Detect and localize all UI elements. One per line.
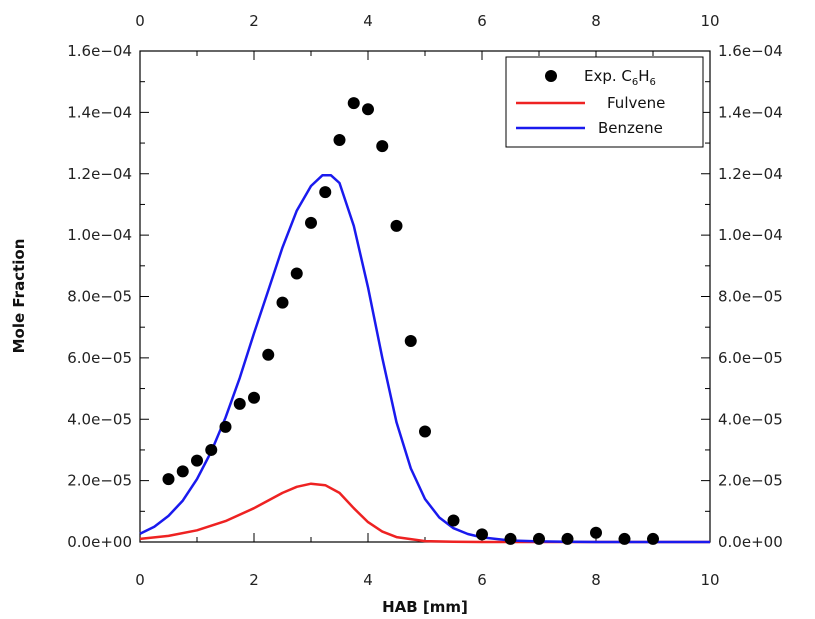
series-line-fulvene xyxy=(139,482,710,544)
legend-label-exp-sub-2: 6 xyxy=(650,77,656,88)
y-tick-label-left: 4.0e−05 xyxy=(67,410,132,428)
legend-label-exp-part-2: H xyxy=(638,67,649,85)
y-tick-label-left: 1.4e−04 xyxy=(67,103,132,121)
data-point-exp-c6h6 xyxy=(376,140,389,153)
data-point-exp-c6h6 xyxy=(290,267,303,280)
data-point-exp-c6h6 xyxy=(319,186,332,199)
data-point-exp-c6h6 xyxy=(504,532,517,545)
legend: Exp. C6H6 Fulvene Benzene xyxy=(505,56,704,148)
data-point-exp-c6h6 xyxy=(191,454,203,467)
axis-tick-labels: 0 0 2 2 4 4 6 6 8 8 10 10 0.0e+00 0.0e+00 2.0e−05 2.0e−… xyxy=(67,12,783,589)
data-point-exp-c6h6 xyxy=(176,465,189,478)
y-tick-label-right: 1.2e−04 xyxy=(718,165,783,183)
x-tick-label-top: 2 xyxy=(249,12,259,30)
y-tick-label-left: 1.2e−04 xyxy=(67,165,132,183)
data-point-exp-c6h6 xyxy=(447,514,460,527)
data-point-exp-c6h6 xyxy=(233,397,246,410)
data-point-exp-c6h6 xyxy=(162,473,175,486)
x-tick-label-bottom: 6 xyxy=(477,571,487,589)
x-axis-title: HAB [mm] xyxy=(382,598,468,616)
data-point-exp-c6h6 xyxy=(390,219,403,232)
data-point-exp-c6h6 xyxy=(262,348,275,361)
y-tick-label-left: 2.0e−05 xyxy=(67,472,132,490)
legend-label-exp-part-1: Exp. C xyxy=(584,67,632,85)
y-tick-label-right: 1.6e−04 xyxy=(718,42,783,60)
data-point-exp-c6h6 xyxy=(276,296,289,309)
y-axis-title: Mole Fraction xyxy=(10,239,28,354)
y-tick-label-right: 8.0e−05 xyxy=(718,288,783,306)
data-point-exp-c6h6 xyxy=(219,420,232,433)
x-tick-label-bottom: 10 xyxy=(700,571,719,589)
legend-label-exp: Exp. C6H6 xyxy=(584,67,656,88)
x-tick-label-bottom: 4 xyxy=(363,571,373,589)
x-tick-label-bottom: 2 xyxy=(249,571,259,589)
data-point-exp-c6h6 xyxy=(248,391,260,404)
x-tick-label-bottom: 0 xyxy=(135,571,145,589)
data-point-exp-c6h6 xyxy=(618,532,631,545)
y-tick-label-right: 1.0e−04 xyxy=(718,226,783,244)
x-tick-label-top: 10 xyxy=(700,12,719,30)
y-tick-label-right: 6.0e−05 xyxy=(718,349,783,367)
series-line-benzene xyxy=(139,174,710,544)
data-point-exp-c6h6 xyxy=(476,528,488,541)
x-tick-label-bottom: 8 xyxy=(591,571,601,589)
data-point-exp-c6h6 xyxy=(205,443,218,456)
legend-label-benzene: Benzene xyxy=(598,119,663,137)
data-point-exp-c6h6 xyxy=(561,532,574,545)
y-tick-label-left: 0.0e+00 xyxy=(67,533,132,551)
data-point-exp-c6h6 xyxy=(590,526,602,539)
x-tick-label-top: 0 xyxy=(135,12,145,30)
y-tick-label-left: 1.0e−04 xyxy=(67,226,132,244)
data-point-exp-c6h6 xyxy=(533,532,545,545)
data-point-exp-c6h6 xyxy=(419,425,431,438)
x-tick-label-top: 8 xyxy=(591,12,601,30)
data-point-exp-c6h6 xyxy=(347,97,360,110)
plot-area xyxy=(139,97,710,545)
legend-marker-exp xyxy=(545,70,557,82)
y-tick-label-right: 0.0e+00 xyxy=(718,533,783,551)
data-point-exp-c6h6 xyxy=(362,103,374,116)
data-point-exp-c6h6 xyxy=(333,133,346,146)
x-tick-label-top: 6 xyxy=(477,12,487,30)
legend-label-exp-sub-1: 6 xyxy=(632,77,638,88)
y-tick-label-left: 6.0e−05 xyxy=(67,349,132,367)
y-tick-label-left: 8.0e−05 xyxy=(67,288,132,306)
y-tick-label-right: 1.4e−04 xyxy=(718,103,783,121)
y-tick-label-left: 1.6e−04 xyxy=(67,42,132,60)
data-point-exp-c6h6 xyxy=(404,334,417,347)
y-tick-label-right: 2.0e−05 xyxy=(718,472,783,490)
data-point-exp-c6h6 xyxy=(305,216,317,229)
y-tick-label-right: 4.0e−05 xyxy=(718,410,783,428)
x-tick-label-top: 4 xyxy=(363,12,373,30)
data-point-exp-c6h6 xyxy=(647,532,659,545)
legend-label-fulvene: Fulvene xyxy=(607,94,665,112)
